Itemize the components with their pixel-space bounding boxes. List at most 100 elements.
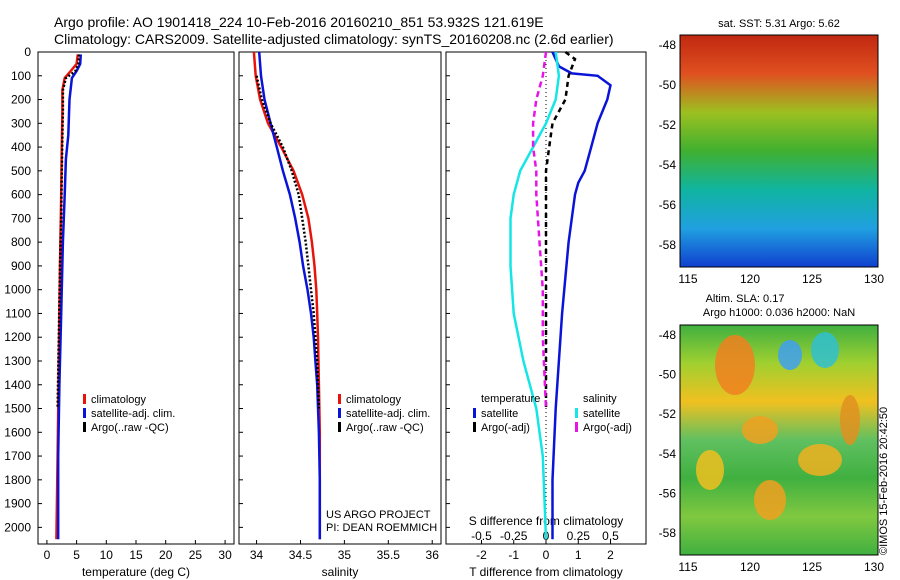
- salinity-x-tick-label: 35: [338, 548, 352, 562]
- depth-tick-label: 1800: [4, 473, 31, 487]
- depth-tick-label: 800: [11, 235, 31, 249]
- header-line-1: Argo profile: AO 1901418_224 10-Feb-2016…: [54, 14, 544, 30]
- series-difference-3: [531, 51, 548, 409]
- map-sst-xtick-label: 120: [740, 272, 760, 286]
- sla-anomaly-blob: [798, 444, 842, 476]
- sdiff-x-tick-label: 0.5: [602, 529, 619, 543]
- salinity-legend-label: satellite-adj. clim.: [346, 408, 430, 420]
- tdiff-x-tick-label: -2: [476, 548, 487, 562]
- map-sst-ytick-label: -58: [659, 238, 677, 252]
- temperature-x-tick-label: 15: [129, 548, 143, 562]
- tdiff-x-tick-label: 1: [575, 548, 582, 562]
- diff-legend-swatch-t: [473, 422, 476, 432]
- depth-tick-label: 1600: [4, 425, 31, 439]
- diff-legend-swatch-s: [575, 422, 578, 432]
- salinity-legend-label: Argo(..raw -QC): [346, 422, 424, 434]
- depth-tick-label: 1700: [4, 449, 31, 463]
- map-sst-field: [680, 35, 878, 267]
- diff-legend-swatch-s: [575, 408, 578, 418]
- map-sla-ytick-label: -48: [659, 328, 677, 342]
- series-difference-2: [509, 51, 561, 540]
- diff-legend-label-t: satellite: [481, 408, 518, 420]
- map-sst-ytick-label: -50: [659, 78, 677, 92]
- depth-tick-label: 500: [11, 164, 31, 178]
- sdiff-x-tick-label: 0.25: [567, 529, 591, 543]
- depth-tick-label: 0: [24, 45, 31, 59]
- temperature-legend-label: satellite-adj. clim.: [91, 408, 175, 420]
- diff-legend-header-sal: salinity: [583, 393, 617, 405]
- map-sla-frame: [679, 324, 879, 556]
- series-salinity-2: [255, 75, 321, 409]
- diff-legend-swatch-t: [473, 408, 476, 418]
- sla-anomaly-blob: [754, 480, 786, 520]
- sdiff-x-tick-label: -0.5: [471, 529, 492, 543]
- depth-tick-label: 1400: [4, 378, 31, 392]
- map-sst-frame: [679, 34, 879, 268]
- salinity-legend-swatch: [338, 408, 341, 418]
- series-difference-1: [544, 50, 577, 409]
- map-sla-xtick-label: 130: [864, 560, 884, 574]
- map-sla-ytick-label: -52: [659, 407, 677, 421]
- sla-anomaly-blob: [811, 332, 839, 368]
- depth-tick-label: 1000: [4, 283, 31, 297]
- depth-tick-label: 300: [11, 116, 31, 130]
- salinity-annotation-2: PI: DEAN ROEMMICH: [326, 522, 437, 534]
- imos-stamp: ©IMOS 15-Feb-2016 20:42:50: [878, 406, 890, 555]
- temperature-x-tick-label: 20: [159, 548, 173, 562]
- depth-tick-label: 100: [11, 69, 31, 83]
- depth-tick-label: 600: [11, 188, 31, 202]
- salinity-x-tick-label: 34: [250, 548, 264, 562]
- salinity-x-tick-label: 34.5: [289, 548, 313, 562]
- depth-tick-label: 400: [11, 140, 31, 154]
- depth-tick-label: 1900: [4, 497, 31, 511]
- temperature-legend-label: Argo(..raw -QC): [91, 422, 169, 434]
- depth-tick-label: 900: [11, 259, 31, 273]
- depth-tick-label: 1500: [4, 402, 31, 416]
- map-sla-ytick-label: -50: [659, 368, 677, 382]
- tdiff-x-tick-label: -1: [508, 548, 519, 562]
- series-salinity-0: [252, 51, 322, 540]
- map-sst: [679, 34, 879, 268]
- temperature-x-tick-label: 30: [218, 548, 232, 562]
- map-sst-ytick-label: -54: [659, 158, 677, 172]
- salinity-legend-swatch: [338, 394, 341, 404]
- map-sst-xtick-label: 125: [802, 272, 822, 286]
- temperature-x-tick-label: 10: [100, 548, 114, 562]
- depth-tick-label: 1300: [4, 354, 31, 368]
- tdiff-x-tick-label: 2: [607, 548, 614, 562]
- map-sst-ytick-label: -56: [659, 198, 677, 212]
- sla-map-title-2: Argo h1000: 0.036 h2000: NaN: [703, 307, 855, 319]
- map-sst-xtick-label: 115: [678, 272, 697, 286]
- map-sla-xtick-label: 115: [678, 560, 697, 574]
- salinity-legend-swatch: [338, 422, 341, 432]
- depth-tick-label: 2000: [4, 520, 31, 534]
- header-line-2: Climatology: CARS2009. Satellite-adjuste…: [54, 31, 614, 47]
- salinity-x-label: salinity: [322, 565, 359, 579]
- depth-tick-label: 1100: [5, 306, 31, 320]
- depth-tick-label: 1200: [4, 330, 31, 344]
- sla-anomaly-blob: [840, 395, 860, 445]
- temperature-x-label: temperature (deg C): [82, 565, 190, 579]
- sst-map-title: sat. SST: 5.31 Argo: 5.62: [718, 18, 840, 30]
- map-sla-ytick-label: -58: [659, 526, 677, 540]
- temperature-x-tick-label: 25: [189, 548, 203, 562]
- map-sst-ytick-label: -48: [659, 38, 677, 52]
- salinity-x-tick-label: 35.5: [377, 548, 401, 562]
- sla-map-title-1: Altim. SLA: 0.17: [706, 293, 785, 305]
- map-sla-ytick-label: -54: [659, 447, 677, 461]
- map-sla-ytick-label: -56: [659, 486, 677, 500]
- temperature-legend-swatch: [83, 394, 86, 404]
- salinity-annotation-1: US ARGO PROJECT: [326, 509, 431, 521]
- salinity-legend-label: climatology: [346, 394, 402, 406]
- sdiff-x-tick-label: -0.25: [500, 529, 528, 543]
- map-sla-xtick-label: 125: [802, 560, 822, 574]
- temperature-legend-label: climatology: [91, 394, 147, 406]
- series-temperature-2: [56, 54, 81, 409]
- tdiff-x-tick-label: 0: [543, 548, 550, 562]
- temperature-x-tick-label: 0: [44, 548, 51, 562]
- map-sla-xtick-label: 120: [740, 560, 760, 574]
- temperature-legend-swatch: [83, 422, 86, 432]
- diff-legend-label-s: satellite: [583, 408, 620, 420]
- map-sst-ytick-label: -52: [659, 118, 677, 132]
